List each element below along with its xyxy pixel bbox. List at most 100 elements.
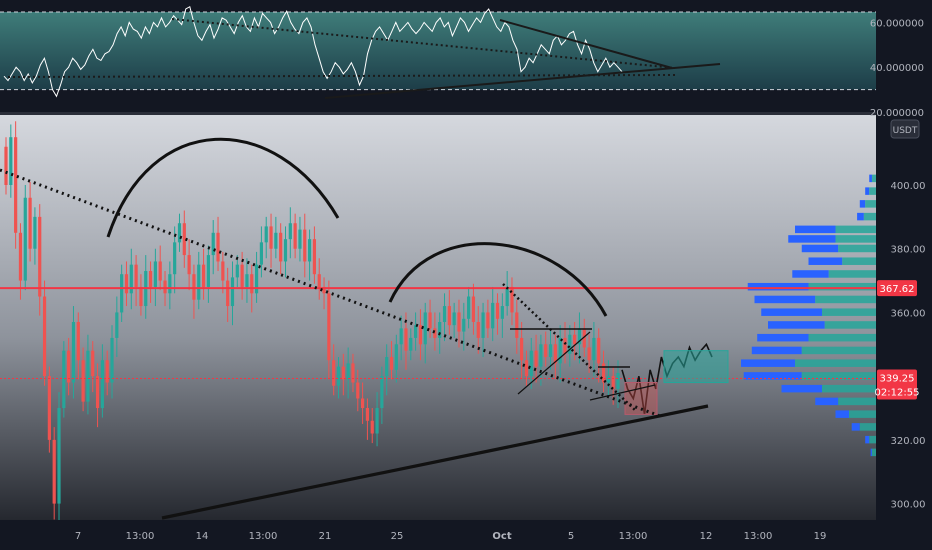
candle-body bbox=[462, 318, 466, 332]
candle-body bbox=[452, 312, 456, 326]
candle-body bbox=[235, 264, 239, 278]
indicator-dotted-baseline bbox=[7, 74, 679, 78]
candle-body bbox=[4, 146, 8, 185]
volume-profile-buy-bar bbox=[741, 359, 795, 367]
volume-profile-sell-bar bbox=[859, 423, 876, 431]
candle-body bbox=[370, 420, 374, 434]
candle-body bbox=[91, 350, 95, 377]
target-box[interactable] bbox=[663, 350, 729, 384]
candle-body bbox=[259, 242, 264, 265]
candle-body bbox=[447, 306, 451, 326]
candle-body bbox=[529, 350, 533, 377]
candle-body bbox=[163, 280, 167, 294]
volume-profile-sell-bar bbox=[842, 257, 876, 265]
price-pane-background bbox=[0, 115, 876, 520]
candle-body bbox=[279, 232, 283, 262]
candle-body bbox=[418, 325, 423, 345]
pane-separator[interactable] bbox=[0, 112, 932, 115]
candle-body bbox=[211, 232, 215, 256]
volume-profile-sell-bar bbox=[801, 372, 876, 380]
level-price-label: 367.62 bbox=[880, 284, 915, 295]
ascending-support-trendline[interactable] bbox=[161, 404, 709, 520]
volume-profile-sell-bar bbox=[871, 448, 876, 457]
volume-profile-sell-bar bbox=[863, 212, 876, 221]
volume-profile-buy-bar bbox=[808, 257, 843, 265]
candle-body bbox=[577, 328, 582, 345]
time-tick-label: 21 bbox=[319, 531, 332, 542]
candle-body bbox=[293, 223, 297, 249]
candle-body bbox=[399, 328, 403, 345]
candle-body bbox=[312, 239, 317, 275]
second-rounded-top-arc[interactable] bbox=[388, 242, 608, 317]
candle-body bbox=[476, 321, 480, 338]
short-dotted-trendline[interactable] bbox=[502, 283, 636, 411]
candle-body bbox=[18, 232, 23, 281]
candle-body bbox=[71, 321, 76, 383]
time-tick-label: 14 bbox=[196, 531, 209, 542]
candle-body bbox=[81, 360, 85, 402]
candle-body bbox=[52, 439, 56, 504]
volume-profile-sell-bar bbox=[824, 321, 876, 329]
price-axis[interactable] bbox=[876, 0, 932, 550]
volume-profile-sell-bar bbox=[871, 174, 876, 183]
candle-body bbox=[356, 382, 360, 399]
candle-body bbox=[611, 376, 615, 389]
rounded-top-arc[interactable] bbox=[106, 137, 340, 238]
candle-body bbox=[505, 286, 509, 307]
channel-line[interactable] bbox=[517, 331, 591, 395]
indicator-pane bbox=[0, 0, 876, 112]
candle-body bbox=[336, 366, 341, 386]
volume-profile-sell-bar bbox=[869, 435, 876, 444]
candle-body bbox=[33, 216, 37, 249]
candle-body bbox=[481, 312, 485, 338]
candle-body bbox=[9, 137, 13, 185]
candle-body bbox=[148, 271, 153, 287]
candle-body bbox=[592, 337, 596, 361]
currency-badge[interactable]: USDT bbox=[890, 119, 920, 139]
price-pane bbox=[0, 115, 876, 523]
volume-profile-buy-bar bbox=[815, 397, 839, 406]
candle-body bbox=[245, 274, 249, 287]
candle-body bbox=[115, 312, 119, 338]
candle-body bbox=[269, 226, 273, 249]
candle-body bbox=[616, 372, 620, 389]
time-tick-label: Oct bbox=[492, 531, 511, 542]
volume-profile-sell-bar bbox=[822, 384, 876, 393]
candle-body bbox=[438, 321, 442, 338]
candle-body bbox=[428, 312, 432, 329]
volume-profile-buy-bar bbox=[743, 372, 802, 380]
volume-profile-buy-bar bbox=[870, 448, 872, 457]
volume-profile-buy-bar bbox=[851, 423, 860, 431]
candle-body bbox=[539, 344, 543, 367]
time-tick-label: 7 bbox=[75, 531, 81, 542]
candle-body bbox=[67, 350, 71, 383]
candle-body bbox=[201, 264, 206, 287]
candle-body bbox=[553, 344, 557, 364]
time-tick-label: 13:00 bbox=[249, 531, 278, 542]
candle-body bbox=[587, 347, 591, 361]
volume-profile-buy-bar bbox=[747, 282, 809, 291]
time-tick-label: 12 bbox=[700, 531, 713, 542]
channel-lower-line[interactable] bbox=[589, 384, 656, 401]
volume-profile-buy-bar bbox=[859, 200, 866, 208]
volume-profile-buy-bar bbox=[792, 270, 829, 278]
candle-body bbox=[158, 261, 162, 281]
candle-body bbox=[457, 312, 461, 332]
candle-body bbox=[274, 232, 278, 249]
candle-body bbox=[515, 312, 519, 338]
volume-profile-sell-bar bbox=[808, 333, 876, 342]
candle-body bbox=[134, 264, 138, 287]
candle-body bbox=[582, 328, 586, 348]
indicator-support-line bbox=[324, 63, 721, 99]
candle-body bbox=[558, 337, 562, 364]
candle-body bbox=[62, 350, 66, 409]
volume-profile-sell-bar bbox=[795, 359, 876, 367]
time-tick-label: 25 bbox=[391, 531, 404, 542]
candle-body bbox=[57, 408, 61, 504]
time-axis[interactable] bbox=[0, 520, 876, 550]
candle-body bbox=[510, 286, 514, 313]
volume-profile-buy-bar bbox=[869, 174, 872, 183]
candle-body bbox=[206, 255, 210, 287]
indicator-tick-label: 20.000000 bbox=[870, 108, 924, 119]
